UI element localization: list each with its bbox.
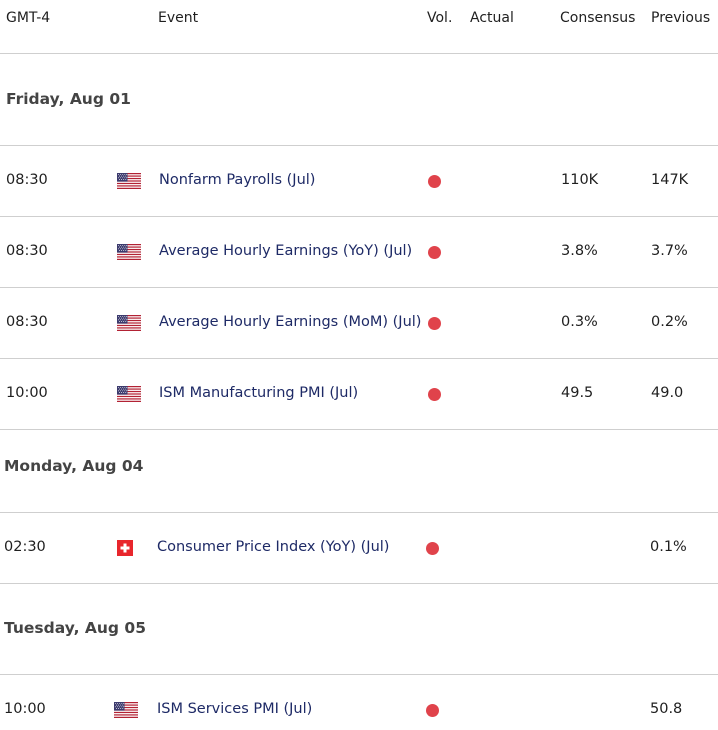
volatility-header: Vol. — [427, 10, 453, 26]
event-name[interactable]: ISM Services PMI (Jul) — [157, 701, 313, 717]
us-flag-icon — [114, 702, 138, 718]
previous-value: 0.2% — [651, 314, 688, 330]
divider — [0, 674, 718, 675]
event-time: 08:30 — [6, 314, 48, 330]
event-header: Event — [158, 10, 199, 26]
day-label: Monday, Aug 04 — [4, 457, 144, 475]
event-time: 10:00 — [6, 385, 48, 401]
event-row-ism-manufacturing-pmi[interactable]: 10:00 ISM Manufacturing PMI (Jul) 49.5 4… — [0, 359, 718, 430]
divider — [0, 145, 718, 146]
consensus-value: 0.3% — [561, 314, 598, 330]
day-heading-friday: Friday, Aug 01 — [0, 54, 718, 145]
event-row-avg-hourly-earnings-mom[interactable]: 08:30 Average Hourly Earnings (MoM) (Jul… — [0, 288, 718, 359]
high-volatility-icon — [428, 175, 441, 188]
event-time: 02:30 — [4, 539, 46, 555]
divider — [0, 512, 718, 513]
event-row-swiss-cpi-yoy[interactable]: 02:30 Consumer Price Index (YoY) (Jul) 0… — [0, 513, 718, 584]
consensus-value: 49.5 — [561, 385, 594, 401]
event-name[interactable]: Average Hourly Earnings (MoM) (Jul) — [159, 314, 422, 330]
event-name[interactable]: Average Hourly Earnings (YoY) (Jul) — [159, 243, 413, 259]
previous-value: 147K — [651, 172, 689, 188]
high-volatility-icon — [428, 388, 441, 401]
event-row-ism-services-pmi[interactable]: 10:00 ISM Services PMI (Jul) 50.8 — [0, 675, 718, 730]
us-flag-icon — [117, 386, 141, 402]
us-flag-icon — [117, 173, 141, 189]
previous-value: 0.1% — [650, 539, 687, 555]
actual-header: Actual — [470, 10, 514, 26]
previous-value: 50.8 — [650, 701, 683, 717]
timezone-header[interactable]: GMT-4 — [6, 10, 51, 26]
day-label: Friday, Aug 01 — [6, 90, 131, 108]
us-flag-icon — [117, 315, 141, 331]
high-volatility-icon — [426, 704, 439, 717]
table-header: GMT-4 Event Vol. Actual Consensus Previo… — [0, 0, 718, 54]
high-volatility-icon — [428, 317, 441, 330]
day-heading-tuesday: Tuesday, Aug 05 — [0, 584, 718, 674]
event-name[interactable]: Nonfarm Payrolls (Jul) — [159, 172, 316, 188]
high-volatility-icon — [426, 542, 439, 555]
consensus-header: Consensus — [560, 10, 636, 26]
event-row-nonfarm-payrolls[interactable]: 08:30 Nonfarm Payrolls (Jul) 110K 147K — [0, 146, 718, 217]
day-heading-monday: Monday, Aug 04 — [0, 430, 718, 512]
event-time: 10:00 — [4, 701, 46, 717]
day-label: Tuesday, Aug 05 — [4, 619, 146, 637]
previous-header: Previous — [651, 10, 711, 26]
previous-value: 3.7% — [651, 243, 688, 259]
event-name[interactable]: Consumer Price Index (YoY) (Jul) — [157, 539, 390, 555]
previous-value: 49.0 — [651, 385, 684, 401]
event-time: 08:30 — [6, 172, 48, 188]
high-volatility-icon — [428, 246, 441, 259]
us-flag-icon — [117, 244, 141, 260]
event-time: 08:30 — [6, 243, 48, 259]
event-row-avg-hourly-earnings-yoy[interactable]: 08:30 Average Hourly Earnings (YoY) (Jul… — [0, 217, 718, 288]
consensus-value: 110K — [561, 172, 599, 188]
swiss-flag-icon — [117, 540, 133, 556]
event-name[interactable]: ISM Manufacturing PMI (Jul) — [159, 385, 359, 401]
consensus-value: 3.8% — [561, 243, 598, 259]
